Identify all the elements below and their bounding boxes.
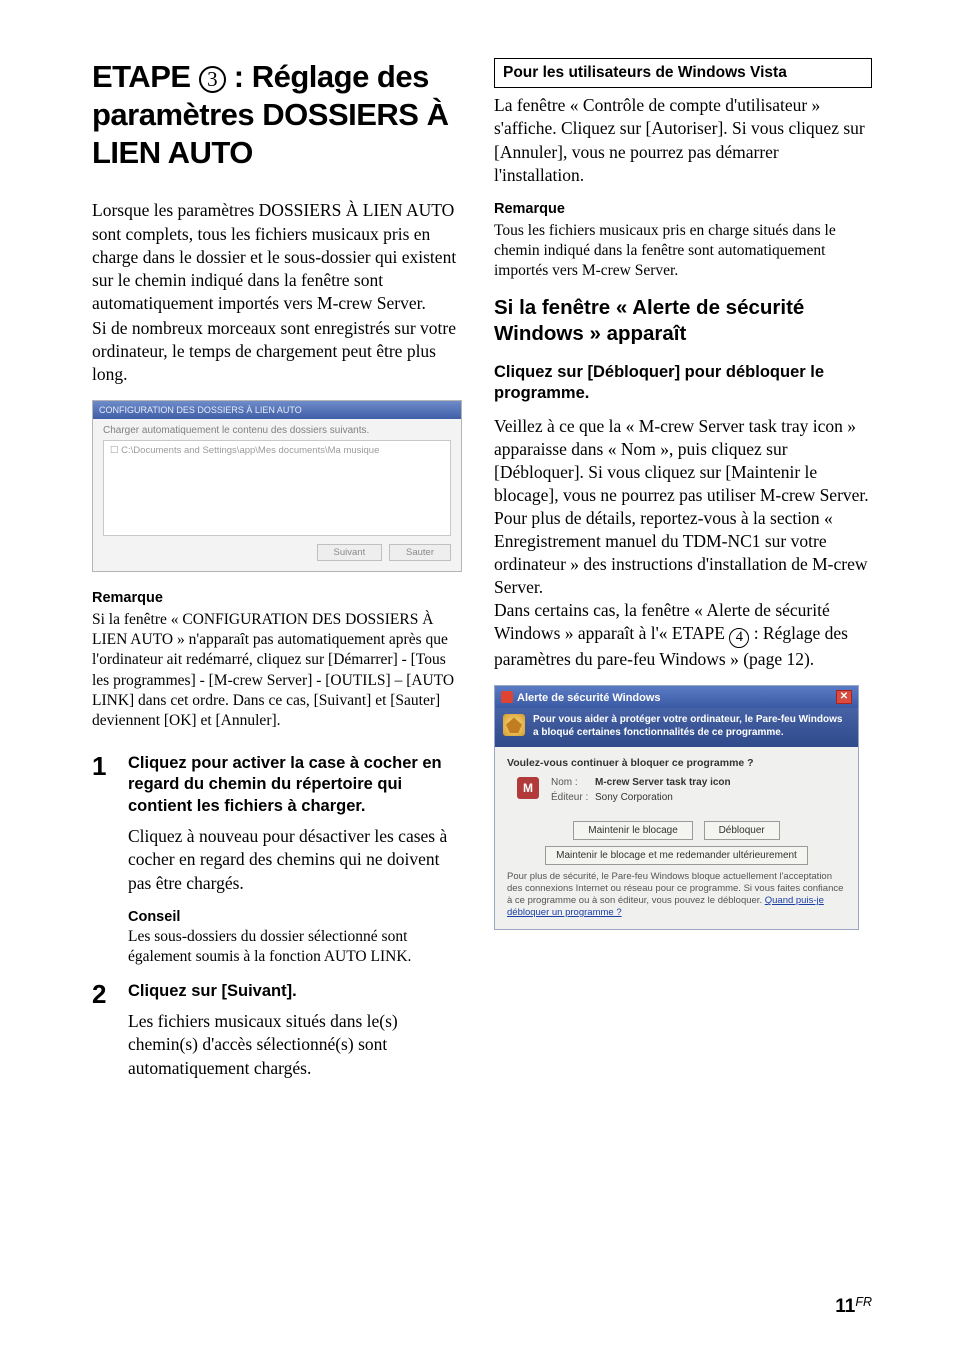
intro-para-1: Lorsque les paramètres DOSSIERS À LIEN A… [92,199,462,314]
page-lang: FR [855,1295,872,1309]
step-1-title: Cliquez pour activer la case à cocher en… [128,753,462,817]
alert-titlebar-text: Alerte de sécurité Windows [501,691,661,704]
alert-name-value: M-crew Server task tray icon [595,777,731,788]
step-1-desc: Cliquez à nouveau pour désactiver les ca… [128,825,462,894]
keep-blocking-button[interactable]: Maintenir le blocage [573,821,693,840]
security-alert-heading: Si la fenêtre « Alerte de sécurité Windo… [494,295,872,347]
intro-para-2: Si de nombreux morceaux sont enregistrés… [92,317,462,386]
shield-icon [503,714,525,736]
conseil-text: Les sous-dossiers du dossier sélectionné… [128,927,462,967]
unblock-button[interactable]: Débloquer [704,821,780,840]
alert-footer: Pour plus de sécurité, le Pare-feu Windo… [507,871,846,919]
security-para-2: Dans certains cas, la fenêtre « Alerte d… [494,599,872,671]
step-2-title: Cliquez sur [Suivant]. [128,981,462,1002]
alert-publisher-label: Éditeur : [551,792,595,803]
vista-box-heading: Pour les utilisateurs de Windows Vista [494,58,872,88]
remarque-text-right: Tous les fichiers musicaux pris en charg… [494,221,872,281]
page-number-value: 11 [835,1296,855,1317]
dialog-listbox[interactable]: ☐ C:\Documents and Settings\app\Mes docu… [103,440,451,536]
remarque-heading-right: Remarque [494,201,872,217]
step-2-number: 2 [92,981,128,1080]
alert-publisher-value: Sony Corporation [595,792,673,803]
dialog-path-item[interactable]: ☐ C:\Documents and Settings\app\Mes docu… [110,445,379,456]
step-circled-3: 3 [199,66,226,93]
security-para-1: Veillez à ce que la « M-crew Server task… [494,415,872,600]
dialog-skip-button[interactable]: Sauter [389,544,451,561]
dialog-next-button[interactable]: Suivant [317,544,383,561]
conseil-heading: Conseil [128,909,462,925]
step-1-number: 1 [92,753,128,967]
page-title: ETAPE 3 : Réglage des paramètres DOSSIER… [92,58,462,171]
security-alert-window: Alerte de sécurité Windows ✕ Pour vous a… [494,685,859,930]
autolink-dialog: CONFIGURATION DES DOSSIERS À LIEN AUTO C… [92,400,462,572]
step-2-desc: Les fichiers musicaux situés dans le(s) … [128,1010,462,1079]
close-icon[interactable]: ✕ [836,690,852,704]
alert-name-label: Nom : [551,777,595,788]
unblock-subheading: Cliquez sur [Débloquer] pour débloquer l… [494,362,872,405]
ask-later-button[interactable]: Maintenir le blocage et me redemander ul… [545,846,808,865]
alert-question: Voulez-vous continuer à bloquer ce progr… [507,757,846,769]
page-number: 11FR [835,1295,872,1318]
vista-para: La fenêtre « Contrôle de compte d'utilis… [494,94,872,186]
alert-shield-icon [501,691,513,703]
dialog-titlebar: CONFIGURATION DES DOSSIERS À LIEN AUTO [93,401,461,419]
title-prefix: ETAPE [92,59,199,94]
alert-banner-text: Pour vous aider à protéger votre ordinat… [533,714,850,739]
alert-title-label: Alerte de sécurité Windows [517,692,661,704]
remarque-heading: Remarque [92,590,462,606]
dialog-subtitle: Charger automatiquement le contenu des d… [103,425,451,436]
step-circled-4: 4 [729,628,749,648]
app-icon: M [517,777,539,799]
remarque-text: Si la fenêtre « CONFIGURATION DES DOSSIE… [92,610,462,731]
